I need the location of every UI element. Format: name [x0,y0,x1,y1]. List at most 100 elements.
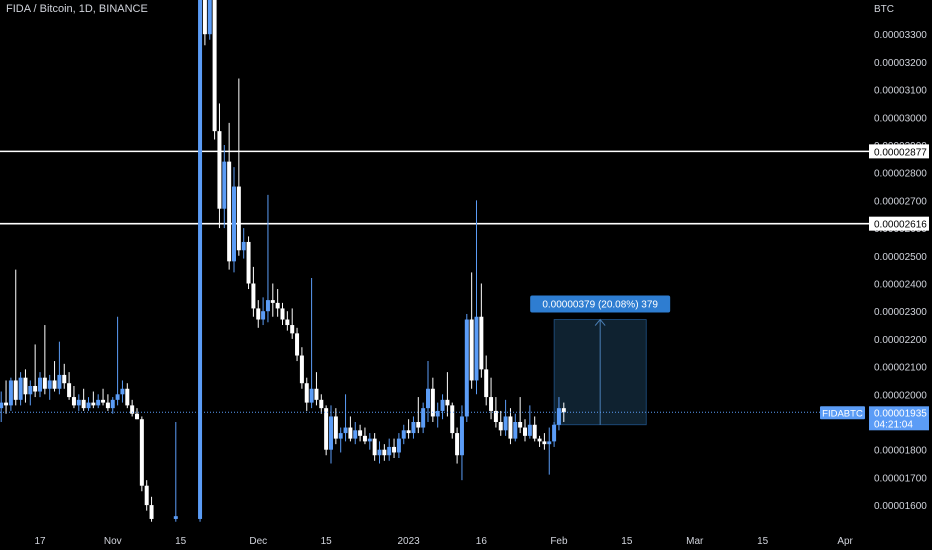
candle-body [76,399,81,406]
symbol-tag-box [820,406,865,420]
candle [329,405,333,464]
candle-body [198,0,203,519]
time-axis[interactable]: 17 Nov 15 Dec 15 2023 16 Feb 15 Mar 15 Apr [34,536,853,547]
candle-body [57,374,62,389]
line-price-label-box [869,216,929,231]
chart-title: FIDA / Bitcoin, 1D, BINANCE [6,3,148,15]
candle [445,372,450,417]
candle-body [401,430,406,439]
symbol-tag-text: FIDABTC [822,408,863,419]
candle [382,444,387,461]
time-tick-label: 16 [476,536,488,547]
candle-body [241,241,246,251]
candle [246,236,251,290]
candle-body [212,0,217,132]
candle-body [561,408,566,413]
candle [18,372,23,406]
candle [241,228,246,259]
candle [105,394,110,411]
candle-body [547,441,552,445]
price-tick-label: 0.00002200 [874,335,927,346]
candle-body [207,0,212,35]
candle [561,402,566,422]
price-axis[interactable]: 0.00003300 0.00003200 0.00003100 0.00003000… [874,30,927,512]
candle-body [18,377,23,400]
candle [508,408,513,445]
candle-body [28,385,33,395]
candle [33,344,38,398]
candle [362,427,367,445]
candle [324,405,329,456]
candle-body [270,300,275,303]
candle-body [101,399,106,403]
candle [474,200,479,395]
candle-body [479,316,484,370]
candle-body [493,410,498,422]
candle [149,496,154,522]
price-tick-label: 0.00002500 [874,252,927,263]
candle-body [251,283,256,309]
candle [270,283,275,317]
candle [348,416,353,442]
candle-body [265,300,270,312]
candle-body [329,416,333,450]
candle-body [227,161,232,262]
candle [265,194,270,323]
candle-body [527,424,532,436]
candle-body [13,380,18,400]
candle-body [532,424,537,439]
candle [91,391,96,409]
candle [212,0,217,140]
price-tick-label: 0.00001800 [874,446,927,457]
price-tick-label: 0.00002400 [874,280,927,291]
line-price-label-box [869,144,929,159]
price-tick-label: 0.00002000 [874,390,927,401]
candle [372,433,377,461]
candle-body [353,430,358,439]
candle [392,438,397,459]
candle-body [542,441,547,445]
candle [314,372,319,406]
candle-body [469,319,474,381]
candle [421,402,426,434]
candle-body [309,388,314,403]
candle-body [416,422,421,428]
candle-body [67,383,72,398]
time-tick-label: Apr [837,536,853,547]
candle [217,103,222,229]
candle [232,167,236,273]
candle-body [464,319,469,417]
candle-body [290,325,295,334]
candle [527,405,532,439]
candle [202,0,207,46]
candle-body [232,186,236,262]
candle [13,269,18,406]
candle [353,422,358,445]
price-tick-label: 0.00001700 [874,473,927,484]
candle-body [91,402,96,406]
candle-body [440,399,445,411]
last-price-countdown: 04:21:04 [874,419,913,430]
last-price-label-box [869,406,929,431]
candle-body [47,380,52,389]
candle [426,361,430,422]
candle [57,341,62,395]
candle-body [372,438,377,456]
horizontal-lines [0,150,870,225]
candle [8,377,13,411]
time-tick-label: Feb [550,536,568,547]
candle-body [324,408,329,450]
candle-body [135,413,139,420]
candle [299,347,304,389]
candle [130,399,135,417]
candle-body [392,446,397,453]
candle [377,441,382,464]
time-tick-label: Mar [686,536,704,547]
price-range-measure[interactable]: 0.00000379 (20.08%) 379 [530,295,671,426]
candle-body [445,399,450,406]
price-tick-label: 0.00002300 [874,307,927,318]
candle-body [86,402,91,409]
